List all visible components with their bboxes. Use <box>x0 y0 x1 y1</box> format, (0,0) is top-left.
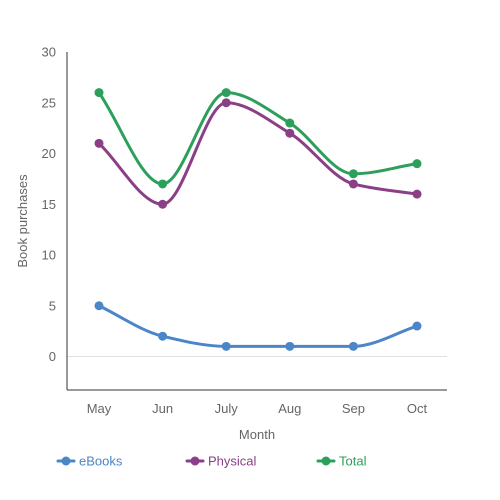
x-tick-label: Oct <box>407 401 428 416</box>
x-tick-label: Jun <box>152 401 173 416</box>
data-point-total-oct[interactable] <box>412 159 422 169</box>
legend-item-total[interactable]: Total <box>316 454 367 469</box>
legend: eBooks Physical Total <box>56 454 367 469</box>
y-tick-label: 20 <box>42 146 56 161</box>
data-point-ebooks-jun[interactable] <box>158 331 168 341</box>
data-point-ebooks-oct[interactable] <box>412 321 422 331</box>
data-point-physical-may[interactable] <box>94 138 104 148</box>
x-tick-label: July <box>215 401 239 416</box>
data-point-ebooks-sep[interactable] <box>348 341 358 351</box>
series-line-physical <box>97 101 419 206</box>
y-tick-label: 15 <box>42 197 56 212</box>
series-physical <box>94 98 422 209</box>
y-tick-label: 30 <box>42 45 56 60</box>
data-point-physical-sep[interactable] <box>348 179 358 189</box>
y-tick-labels: 0 5 10 15 20 25 30 <box>42 45 56 365</box>
x-tick-label: May <box>87 401 112 416</box>
legend-item-ebooks[interactable]: eBooks <box>56 454 123 469</box>
y-tick-label: 5 <box>49 298 56 313</box>
data-point-total-july[interactable] <box>221 88 231 98</box>
data-point-ebooks-may[interactable] <box>94 301 104 311</box>
y-tick-label: 10 <box>42 248 56 263</box>
data-point-total-may[interactable] <box>94 88 104 98</box>
y-tick-label: 0 <box>49 349 56 364</box>
data-point-ebooks-aug[interactable] <box>285 341 295 351</box>
axes <box>66 52 447 391</box>
series <box>94 88 422 351</box>
legend-label: Physical <box>208 454 257 469</box>
series-ebooks <box>94 301 422 351</box>
data-point-physical-july[interactable] <box>221 98 231 108</box>
legend-marker-icon <box>190 456 200 466</box>
x-tick-labels: May Jun July Aug Sep Oct <box>87 401 428 416</box>
data-point-physical-oct[interactable] <box>412 189 422 199</box>
legend-marker-icon <box>321 456 331 466</box>
data-point-physical-jun[interactable] <box>158 199 168 209</box>
x-tick-label: Sep <box>342 401 365 416</box>
y-tick-label: 25 <box>42 95 56 110</box>
legend-label: eBooks <box>79 454 123 469</box>
series-total <box>94 88 422 189</box>
legend-marker-icon <box>61 456 71 466</box>
legend-item-physical[interactable]: Physical <box>185 454 257 469</box>
data-point-physical-aug[interactable] <box>285 128 295 138</box>
series-line-ebooks <box>97 304 419 348</box>
y-axis-title: Book purchases <box>15 174 30 268</box>
data-point-total-aug[interactable] <box>285 118 295 128</box>
data-point-total-sep[interactable] <box>348 169 358 179</box>
data-point-total-jun[interactable] <box>158 179 168 189</box>
x-tick-label: Aug <box>278 401 301 416</box>
data-point-ebooks-july[interactable] <box>221 341 231 351</box>
x-axis-title: Month <box>239 427 275 442</box>
series-line-total <box>97 91 419 186</box>
legend-label: Total <box>339 454 367 469</box>
